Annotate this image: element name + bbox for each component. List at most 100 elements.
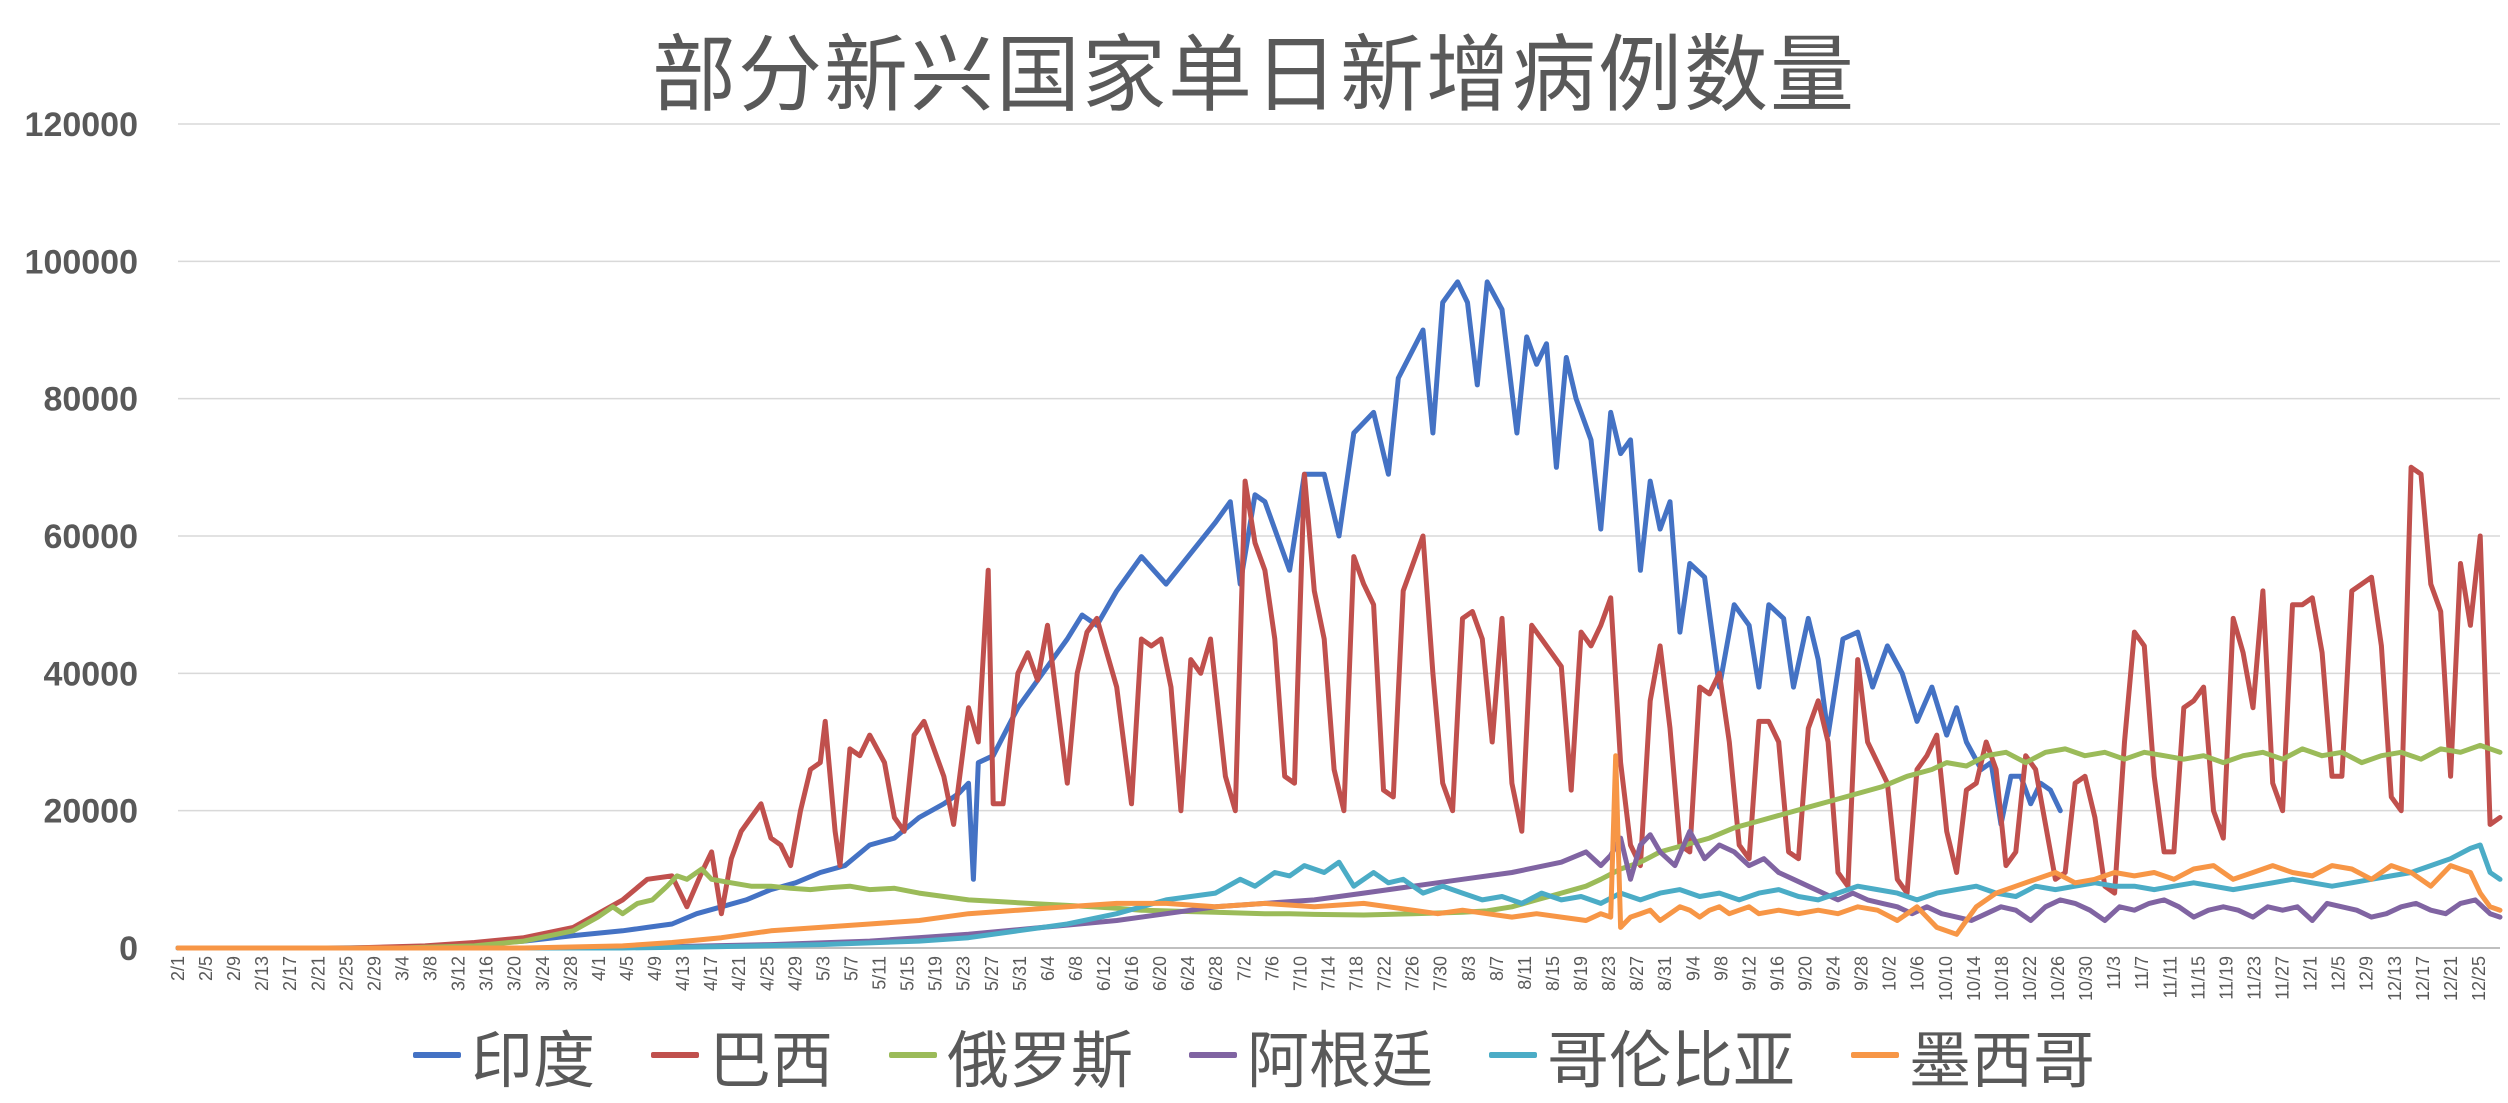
x-tick-label: 3/12	[449, 956, 469, 991]
y-tick-label: 120000	[25, 106, 138, 144]
x-tick-label: 6/20	[1150, 956, 1170, 991]
y-tick-label: 0	[119, 930, 138, 968]
x-tick-label: 10/14	[1964, 956, 1984, 1001]
x-tick-label: 6/24	[1178, 956, 1198, 991]
series-line-阿根廷	[175, 828, 2503, 951]
x-tick-label: 2/21	[308, 956, 328, 991]
x-tick-label: 5/3	[813, 956, 833, 981]
x-tick-label: 9/16	[1767, 956, 1787, 991]
x-tick-label: 9/20	[1796, 956, 1816, 991]
x-tick-label: 2/1	[168, 956, 188, 981]
x-tick-label: 5/11	[870, 956, 890, 990]
x-tick-label: 4/13	[673, 956, 693, 991]
x-tick-label: 5/31	[1010, 956, 1030, 991]
x-tick-label: 4/1	[589, 956, 609, 981]
x-tick-label: 9/12	[1739, 956, 1759, 991]
legend-swatch	[1189, 1052, 1237, 1058]
x-tick-label: 5/23	[954, 956, 974, 991]
legend-label: 俄罗斯	[946, 1024, 1133, 1097]
legend-item: 巴西	[650, 1010, 833, 1100]
x-tick-label: 7/2	[1234, 956, 1254, 981]
x-tick-label: 4/5	[617, 956, 637, 981]
x-tick-label: 8/19	[1571, 956, 1591, 991]
x-tick-label: 7/18	[1347, 956, 1367, 991]
x-tick-label: 5/7	[841, 956, 861, 981]
x-tick-label: 6/8	[1066, 956, 1086, 981]
x-tick-label: 6/4	[1038, 956, 1058, 981]
x-tick-label: 8/27	[1627, 956, 1647, 991]
legend-item: 墨西哥	[1851, 1010, 2095, 1100]
x-tick-label: 4/29	[785, 956, 805, 991]
x-tick-label: 10/18	[1992, 956, 2012, 1001]
x-tick-label: 11/3	[2104, 956, 2124, 990]
x-tick-label: 12/5	[2329, 956, 2349, 991]
legend-swatch	[412, 1052, 461, 1058]
x-tick-label: 8/11	[1515, 956, 1535, 990]
chart-title: 部分新兴国家单日新增病例数量	[651, 26, 1856, 124]
x-tick-label: 8/15	[1543, 956, 1563, 991]
x-tick-label: 2/29	[364, 956, 384, 991]
legend-swatch	[888, 1052, 937, 1058]
y-tick-label: 100000	[25, 243, 138, 281]
x-tick-label: 10/2	[1880, 956, 1900, 991]
x-tick-label: 4/25	[757, 956, 777, 991]
x-tick-label: 12/1	[2301, 956, 2321, 991]
x-tick-label: 12/17	[2413, 956, 2433, 1001]
x-tick-label: 6/16	[1122, 956, 1142, 991]
legend-item: 印度	[412, 1010, 595, 1100]
x-tick-label: 2/13	[252, 956, 272, 991]
x-tick-label: 8/7	[1487, 956, 1507, 981]
x-tick-label: 3/16	[477, 956, 497, 991]
x-tick-label: 9/8	[1711, 956, 1731, 981]
x-tick-label: 5/15	[898, 956, 918, 991]
x-tick-label: 12/13	[2385, 956, 2405, 1001]
x-tick-label: 10/10	[1936, 956, 1956, 1001]
x-tick-label: 11/23	[2244, 956, 2264, 1000]
x-tick-label: 7/22	[1375, 956, 1395, 991]
legend-label: 哥伦比亚	[1547, 1024, 1796, 1097]
series-line-哥伦比亚	[175, 842, 2503, 951]
x-tick-label: 12/25	[2469, 956, 2489, 1001]
x-tick-label: 2/17	[280, 956, 300, 991]
series-line-印度	[175, 279, 2063, 951]
x-tick-label: 7/30	[1431, 956, 1451, 991]
x-tick-label: 11/11	[2160, 956, 2180, 998]
x-tick-label: 9/24	[1824, 956, 1844, 991]
x-tick-label: 3/24	[533, 956, 553, 991]
x-tick-label: 11/7	[2132, 956, 2152, 990]
x-tick-label: 3/4	[392, 956, 412, 981]
x-tick-label: 9/28	[1852, 956, 1872, 991]
x-tick-label: 11/27	[2273, 956, 2293, 1000]
series-line-巴西	[175, 464, 2503, 951]
legend-swatch	[1489, 1052, 1538, 1058]
x-tick-label: 4/21	[729, 956, 749, 991]
x-tick-label: 10/30	[2076, 956, 2096, 1001]
x-tick-label: 10/6	[1908, 956, 1928, 991]
x-tick-label: 11/19	[2216, 956, 2236, 1000]
y-tick-label: 40000	[43, 655, 138, 693]
x-tick-label: 2/9	[224, 956, 244, 981]
x-tick-label: 11/15	[2188, 956, 2208, 1000]
x-tick-label: 7/10	[1290, 956, 1310, 991]
x-tick-label: 5/19	[926, 956, 946, 991]
legend-item: 俄罗斯	[888, 1010, 1133, 1100]
legend-label: 印度	[470, 1024, 595, 1097]
x-tick-label: 12/9	[2357, 956, 2377, 991]
legend-label: 墨西哥	[1909, 1024, 2096, 1097]
x-tick-label: 4/17	[701, 956, 721, 991]
x-tick-label: 8/3	[1459, 956, 1479, 981]
x-tick-label: 2/25	[336, 956, 356, 991]
legend-swatch	[650, 1052, 699, 1058]
legend: 印度 巴西 俄罗斯 阿根廷 哥伦比亚 墨西哥	[0, 1010, 2508, 1100]
x-tick-label: 4/9	[645, 956, 665, 981]
x-tick-label: 3/20	[505, 956, 525, 991]
x-tick-label: 7/6	[1262, 956, 1282, 981]
x-tick-label: 8/31	[1655, 956, 1675, 991]
x-tick-label: 6/12	[1094, 956, 1114, 991]
x-tick-label: 7/26	[1403, 956, 1423, 991]
x-tick-label: 12/21	[2441, 956, 2461, 1001]
x-tick-label: 6/28	[1206, 956, 1226, 991]
legend-label: 巴西	[708, 1024, 833, 1097]
